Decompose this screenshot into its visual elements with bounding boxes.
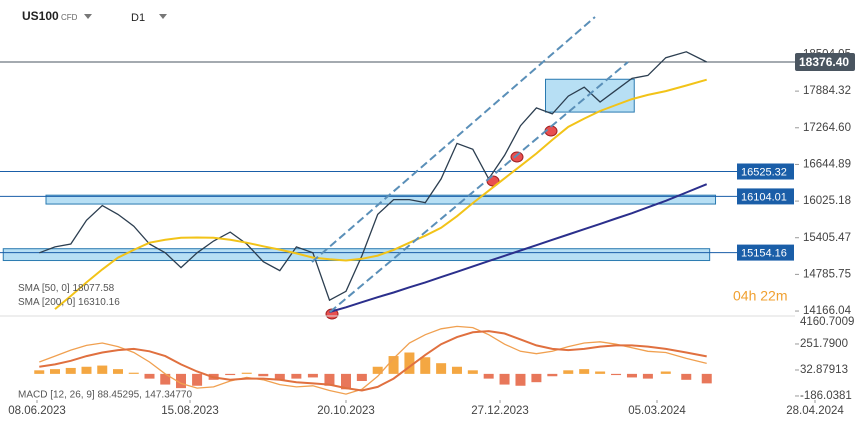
- y-tick-label: 17264.60: [803, 122, 851, 134]
- dropdown[interactable]: [84, 14, 92, 19]
- histogram-bar: [404, 352, 415, 374]
- y-tick-label: 17884.32: [803, 85, 851, 97]
- histogram-bar: [324, 373, 335, 386]
- timeframe[interactable]: D1: [131, 12, 145, 24]
- symbol: US100: [22, 9, 59, 23]
- histogram-bar: [595, 371, 606, 374]
- histogram-bar: [176, 373, 186, 389]
- zone: [45, 194, 717, 205]
- histogram-bar: [701, 373, 712, 384]
- histogram-bar: [307, 373, 318, 378]
- histogram-bar: [225, 373, 236, 376]
- histogram-bar: [258, 373, 269, 377]
- histogram-bar: [436, 363, 447, 374]
- level-badge: [737, 244, 794, 261]
- dropdown[interactable]: [159, 14, 167, 19]
- histogram-bar: [192, 373, 203, 386]
- legend-sma50: SMA [50, 0] 18077.58: [18, 283, 115, 294]
- histogram-bar: [291, 373, 302, 379]
- histogram-bar: [531, 373, 542, 383]
- series-line: [54, 78, 707, 310]
- histogram-bar: [97, 365, 108, 374]
- channel-line: [329, 61, 629, 313]
- y-tick-label: 14785.75: [803, 268, 851, 280]
- signal-marker: [510, 151, 524, 163]
- histogram-bar: [128, 372, 139, 374]
- y-tick-label: 16644.89: [803, 158, 851, 170]
- histogram-bar: [420, 357, 431, 374]
- y-tick-label: 14166.04: [803, 305, 852, 317]
- histogram-bar: [563, 370, 574, 374]
- legend-macd: MACD [12, 26, 9] 88.45295, 147.34770: [18, 390, 192, 401]
- zone: [545, 78, 635, 113]
- histogram-bar: [483, 373, 494, 379]
- histogram-bar: [388, 356, 399, 374]
- level-label: 15154.16: [741, 248, 787, 260]
- x-tick-label: 08.06.2023: [8, 405, 66, 417]
- legend-sma200: SMA [200, 0] 16310.16: [18, 297, 120, 308]
- pane-top-label: 4160.7009: [800, 316, 854, 328]
- histogram-bar: [113, 369, 123, 374]
- histogram-bar: [499, 373, 510, 385]
- x-tick-label: 15.08.2023: [161, 405, 219, 417]
- histogram-bar: [34, 370, 45, 374]
- histogram-bar: [144, 373, 155, 379]
- histogram-bar: [241, 372, 252, 374]
- zone: [2, 248, 711, 262]
- y-tick-label: 15405.47: [803, 232, 851, 244]
- histogram-bar: [65, 367, 76, 374]
- histogram-bar: [372, 366, 383, 374]
- y-tick-label: -186.0381: [800, 390, 852, 402]
- x-tick-label: 20.10.2023: [317, 405, 375, 417]
- series-line: [329, 183, 708, 313]
- histogram-bar: [451, 366, 462, 374]
- series-line: [39, 325, 707, 395]
- y-tick-label: 32.87913: [800, 364, 848, 376]
- level-label: 16104.01: [741, 191, 787, 203]
- histogram-bar: [81, 366, 92, 374]
- histogram-bar: [611, 373, 622, 376]
- level-badge: [737, 163, 794, 180]
- current-price-badge: [795, 53, 855, 72]
- countdown: 04h 22m: [733, 288, 787, 304]
- series-line: [39, 330, 707, 392]
- histogram-bar: [579, 369, 590, 374]
- histogram-bar: [356, 373, 367, 382]
- x-tick-label: 05.03.2024: [628, 405, 686, 417]
- kind: CFD: [61, 13, 78, 22]
- histogram-bar: [341, 373, 351, 390]
- histogram-bar: [160, 373, 171, 385]
- x-tick-label: 28.04.2024: [786, 405, 844, 417]
- y-tick-label: 16025.18: [803, 195, 851, 207]
- y-tick-label: 251.7900: [800, 338, 848, 350]
- channel-line: [311, 16, 596, 263]
- current-price-label: 18376.40: [799, 55, 849, 69]
- level-label: 16525.32: [741, 166, 787, 178]
- histogram-bar: [515, 373, 526, 386]
- series-line: [39, 51, 707, 302]
- histogram-bar: [660, 371, 671, 374]
- histogram-bar: [626, 373, 637, 378]
- x-tick-label: 27.12.2023: [471, 405, 529, 417]
- histogram-bar: [467, 370, 478, 374]
- histogram-bar: [50, 369, 60, 374]
- histogram-bar: [274, 373, 285, 380]
- histogram-bar: [681, 373, 692, 380]
- level-badge: [737, 188, 794, 205]
- channel: [311, 16, 629, 313]
- histogram-bar: [642, 373, 653, 379]
- histogram-bar: [547, 373, 558, 377]
